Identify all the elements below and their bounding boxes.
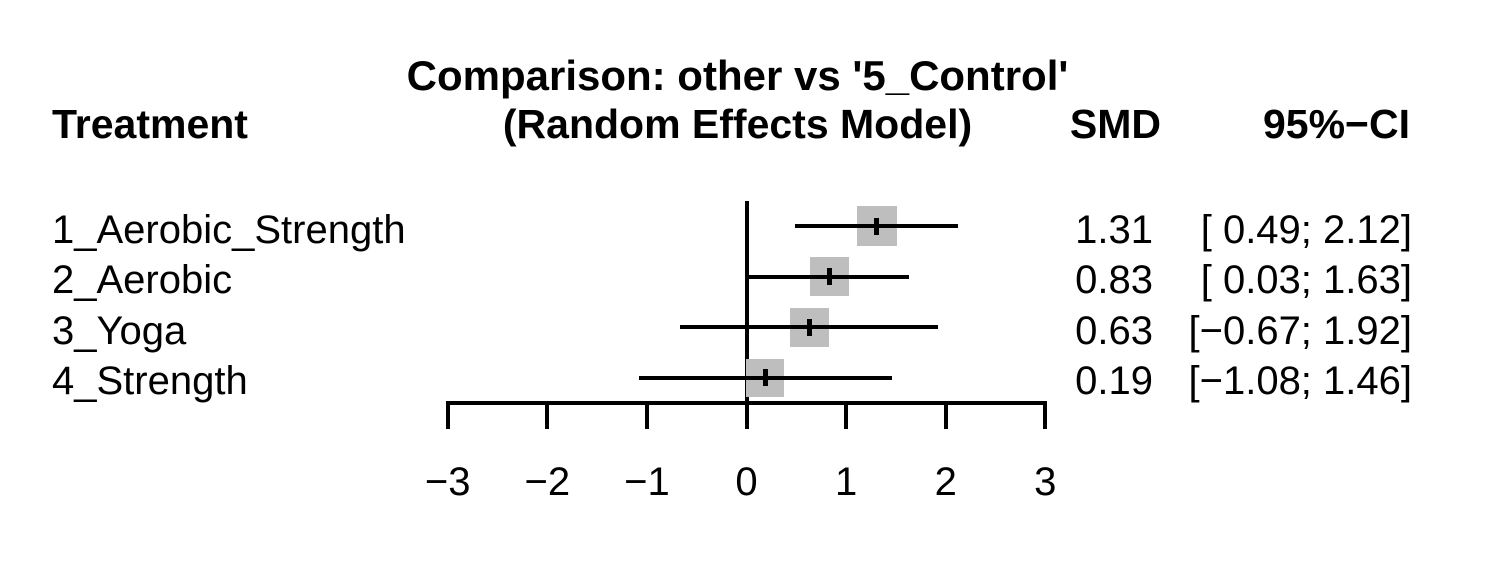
x-tick-label: −1 — [624, 460, 670, 504]
reference-line — [744, 201, 749, 405]
column-header-smd: SMD — [1069, 101, 1161, 147]
x-axis-tick — [445, 403, 450, 429]
smd-value: 0.19 — [1075, 359, 1153, 403]
treatment-label: 3_Yoga — [52, 309, 187, 353]
ci-value: [−0.67; 1.92] — [1188, 309, 1412, 353]
x-tick-label: 3 — [1034, 460, 1057, 504]
smd-value: 1.31 — [1075, 208, 1153, 252]
point-estimate-marker — [806, 318, 812, 336]
chart-title-line1: Comparison: other vs '5_Control' — [406, 52, 1069, 99]
chart-title-line2: (Random Effects Model) — [502, 101, 973, 147]
ci-value: [ 0.49; 2.12] — [1200, 208, 1412, 252]
point-estimate-marker — [826, 268, 832, 285]
smd-value: 0.83 — [1075, 258, 1153, 302]
column-header-ci: 95%−CI — [1262, 101, 1410, 147]
x-tick-label: 1 — [834, 460, 858, 504]
treatment-label: 4_Strength — [52, 359, 248, 403]
x-tick-label: −3 — [424, 460, 471, 504]
x-axis-tick — [644, 403, 649, 429]
treatment-label: 2_Aerobic — [52, 258, 233, 302]
x-tick-label: 0 — [735, 460, 758, 504]
x-axis-tick — [844, 403, 849, 429]
x-axis-tick — [545, 403, 550, 429]
ci-value: [−1.08; 1.46] — [1188, 359, 1412, 403]
x-axis-tick — [943, 403, 948, 429]
point-estimate-marker — [762, 369, 768, 386]
column-header-treatment: Treatment — [52, 101, 248, 147]
ci-value: [ 0.03; 1.63] — [1200, 258, 1412, 302]
treatment-label: 1_Aerobic_Strength — [52, 208, 406, 252]
x-tick-label: −2 — [524, 460, 571, 504]
x-axis-tick — [1043, 403, 1048, 429]
smd-value: 0.63 — [1075, 309, 1153, 353]
point-estimate-marker — [874, 217, 880, 235]
x-tick-label: 2 — [934, 460, 957, 504]
x-axis-tick — [744, 403, 749, 429]
